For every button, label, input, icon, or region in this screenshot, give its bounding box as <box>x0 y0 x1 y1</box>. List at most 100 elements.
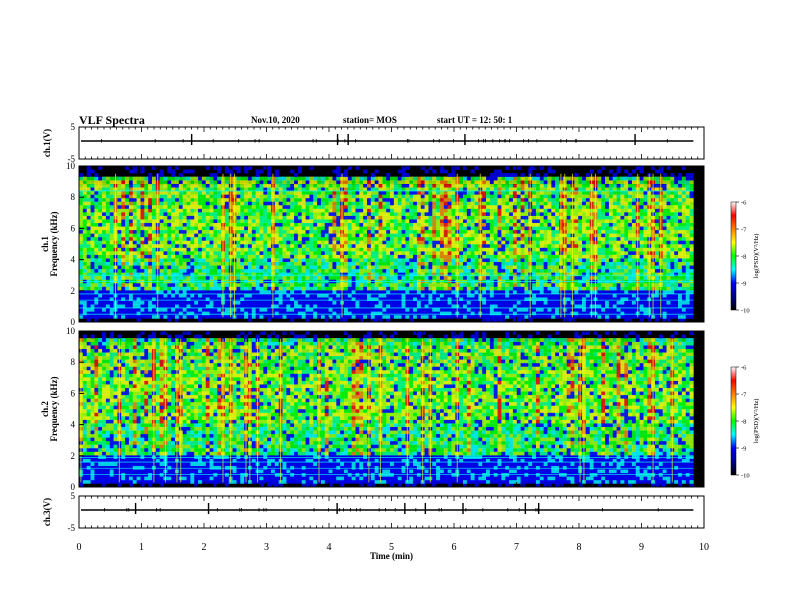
spectrogram-cell <box>90 176 95 181</box>
spectrogram-cell <box>178 300 183 305</box>
spectrogram-cell <box>443 201 448 206</box>
spectrogram-cell <box>343 176 349 181</box>
spectrogram-cell <box>163 286 168 291</box>
spectrogram-cell <box>267 265 272 270</box>
spectrogram-cell <box>128 261 134 266</box>
spectrogram-cell <box>255 314 260 319</box>
spectrogram-cell <box>125 300 130 305</box>
spectrogram-cell <box>486 176 491 181</box>
spectrogram-cell <box>374 212 379 216</box>
spectrogram-cell <box>178 226 183 231</box>
spectrogram-cell <box>366 265 372 270</box>
spectrogram-cell <box>213 293 218 298</box>
spectrogram-cell <box>370 254 375 259</box>
spectrogram-cell <box>174 244 180 248</box>
spectrogram-cell <box>224 261 230 266</box>
spectrogram-cell <box>320 254 326 259</box>
spectrogram-cell <box>217 304 222 309</box>
spectrogram-cell <box>363 283 368 287</box>
spectrogram-cell <box>393 194 399 199</box>
spectrogram-cell <box>355 212 360 216</box>
spectrogram-cell <box>516 304 521 309</box>
spectrogram-cell <box>240 194 245 199</box>
spectrogram-cell <box>86 222 91 227</box>
spectrogram-cell <box>378 233 383 238</box>
spectrogram-cell <box>98 226 103 231</box>
spectrogram-cell <box>282 233 287 238</box>
spectrogram-cell <box>255 236 260 241</box>
spectrogram-cell <box>263 283 268 287</box>
spectrogram-cell <box>343 205 349 209</box>
spectrogram-cell <box>198 297 203 302</box>
spectrogram-cell <box>313 290 318 294</box>
spectrogram-cell <box>535 286 541 291</box>
spectrogram-cell <box>355 272 360 277</box>
spectrogram-cell <box>305 219 310 224</box>
spectrogram-cell <box>309 251 314 255</box>
spectrogram-cell <box>313 300 318 305</box>
spectrogram-cell <box>401 275 406 280</box>
spectrogram-cell <box>424 197 429 202</box>
spectrogram-cell <box>301 272 306 277</box>
spectrogram-cell <box>125 233 130 238</box>
spectrogram-cell <box>125 176 130 181</box>
spectrogram-cell <box>132 244 137 248</box>
spectrogram-cell <box>136 208 141 213</box>
spectrogram-cell <box>201 205 207 209</box>
spectrogram-cell <box>194 297 199 302</box>
spectrogram-cell <box>213 290 218 294</box>
spectrogram-cell <box>82 311 87 316</box>
spectrogram-cell <box>486 205 491 209</box>
spectrogram-cell <box>286 212 291 216</box>
spectrogram-cell <box>167 236 172 241</box>
spectrogram-cell <box>201 300 207 305</box>
spectrogram-cell <box>505 300 510 305</box>
spectrogram-cell <box>224 229 230 234</box>
spectrogram-cell <box>509 307 514 312</box>
spectrogram-cell <box>390 201 395 206</box>
spectrogram-cell <box>251 236 256 241</box>
spectrogram-cell <box>224 190 230 195</box>
spectrogram-cell <box>201 283 207 287</box>
spectrogram-cell <box>178 286 183 291</box>
spectrogram-cell <box>382 258 387 263</box>
spectrogram-cell <box>305 205 310 209</box>
spectrogram-cell <box>470 283 475 287</box>
spectrogram-cell <box>439 194 445 199</box>
spectrogram-cell <box>109 307 114 312</box>
spectrogram-cell <box>424 205 429 209</box>
spectrogram-cell <box>413 304 418 309</box>
spectrogram-cell <box>382 251 387 255</box>
spectrogram-cell <box>286 226 291 231</box>
spectrogram-cell <box>90 258 95 263</box>
spectrogram-cell <box>247 304 253 309</box>
spectrogram-cell <box>86 265 91 270</box>
spectrogram-cell <box>109 219 114 224</box>
spectrogram-cell <box>424 244 429 248</box>
spectrogram-cell <box>90 314 95 319</box>
spectrogram-cell <box>236 240 241 245</box>
spectrogram-cell <box>355 229 360 234</box>
spectrogram-cell <box>332 275 337 280</box>
spectrogram-cell <box>79 272 84 277</box>
spectrogram-cell <box>213 286 218 291</box>
spectrogram-cell <box>255 194 260 199</box>
spectrogram-cell <box>405 187 410 192</box>
spectrogram-cell <box>236 286 241 291</box>
spectrogram-cell <box>313 226 318 231</box>
spectrogram-cell <box>512 236 518 241</box>
spectrogram-cell <box>236 187 241 192</box>
spectrogram-cell <box>382 226 387 231</box>
spectrogram-cell <box>336 300 341 305</box>
spectrogram-cell <box>255 201 260 206</box>
spectrogram-cell <box>424 229 429 234</box>
spectrogram-cell <box>409 300 414 305</box>
spectrogram-cell <box>98 166 103 170</box>
spectrogram-cell <box>90 236 95 241</box>
spectrogram-cell <box>82 212 87 216</box>
spectrogram-cell <box>332 258 337 263</box>
spectrogram-cell <box>190 297 195 302</box>
spectrogram-cell <box>267 215 272 220</box>
spectrogram-cell <box>205 268 210 273</box>
spectrogram-cell <box>301 314 306 319</box>
